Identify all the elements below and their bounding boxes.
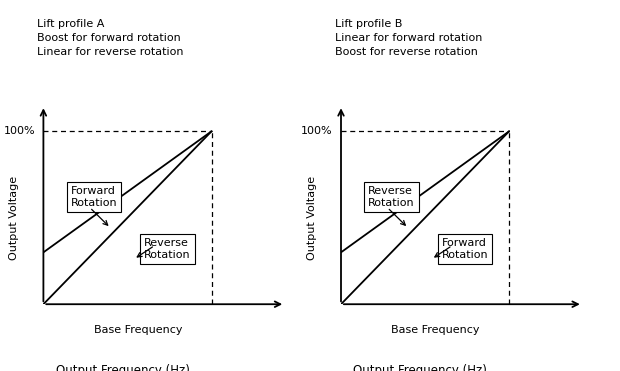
Text: Lift profile A
Boost for forward rotation
Linear for reverse rotation: Lift profile A Boost for forward rotatio… — [37, 19, 184, 56]
Text: Reverse
Rotation: Reverse Rotation — [368, 186, 415, 208]
Text: Output Frequency (Hz): Output Frequency (Hz) — [56, 364, 190, 371]
Text: Forward
Rotation: Forward Rotation — [71, 186, 117, 208]
Text: Lift profile B
Linear for forward rotation
Boost for reverse rotation: Lift profile B Linear for forward rotati… — [335, 19, 482, 56]
Text: 100%: 100% — [301, 126, 332, 136]
Text: Reverse
Rotation: Reverse Rotation — [144, 238, 191, 260]
Text: Base Frequency: Base Frequency — [391, 325, 480, 335]
Text: Base Frequency: Base Frequency — [94, 325, 182, 335]
Text: Output Voltage: Output Voltage — [306, 176, 317, 260]
Text: 100%: 100% — [3, 126, 35, 136]
Text: Output Voltage: Output Voltage — [9, 176, 19, 260]
Text: Output Frequency (Hz): Output Frequency (Hz) — [353, 364, 487, 371]
Text: Forward
Rotation: Forward Rotation — [442, 238, 489, 260]
